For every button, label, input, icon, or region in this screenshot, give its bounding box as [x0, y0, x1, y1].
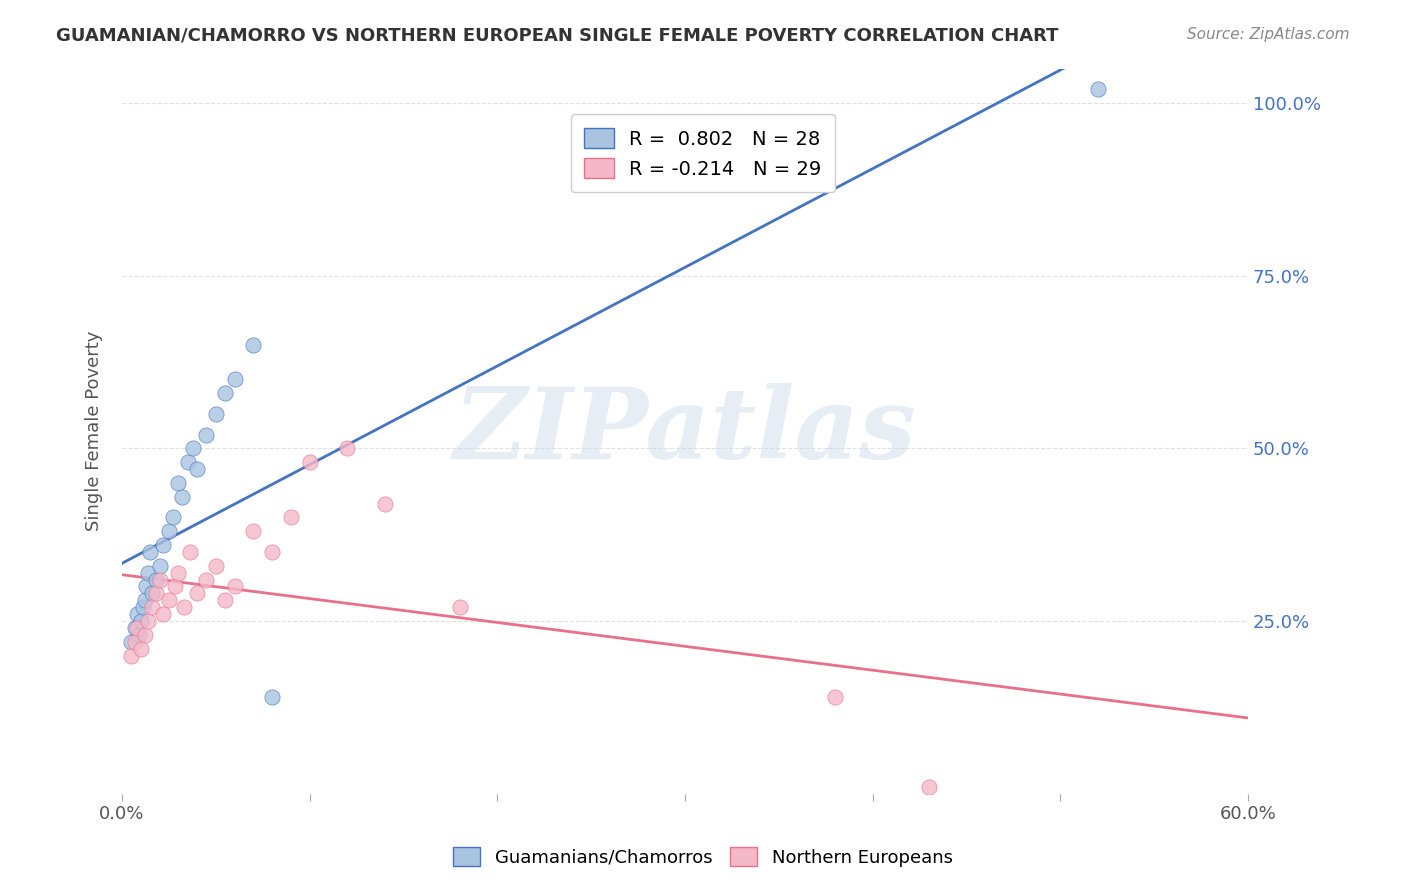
Point: [124, 634, 146, 648]
Legend: R =  0.802   N = 28, R = -0.214   N = 29: R = 0.802 N = 28, R = -0.214 N = 29: [571, 114, 835, 193]
Point: [173, 600, 195, 615]
Point: [205, 407, 228, 421]
Point: [167, 566, 190, 580]
Point: [134, 593, 156, 607]
Point: [374, 497, 396, 511]
Point: [152, 607, 174, 621]
Point: [163, 579, 186, 593]
Point: [148, 573, 170, 587]
Point: [131, 600, 153, 615]
Point: [1087, 82, 1109, 96]
Point: [136, 614, 159, 628]
Point: [262, 690, 284, 704]
Point: [152, 538, 174, 552]
Point: [242, 524, 264, 539]
Point: [141, 600, 163, 615]
Point: [336, 442, 359, 456]
Point: [125, 621, 148, 635]
Point: [824, 690, 846, 704]
Point: [186, 586, 208, 600]
Legend: Guamanians/Chamorros, Northern Europeans: Guamanians/Chamorros, Northern Europeans: [446, 840, 960, 874]
Point: [124, 621, 146, 635]
Point: [186, 462, 208, 476]
Text: ZIPatlas: ZIPatlas: [454, 383, 917, 479]
Point: [120, 648, 142, 663]
Text: Source: ZipAtlas.com: Source: ZipAtlas.com: [1187, 27, 1350, 42]
Point: [177, 455, 200, 469]
Point: [280, 510, 302, 524]
Point: [129, 614, 152, 628]
Text: GUAMANIAN/CHAMORRO VS NORTHERN EUROPEAN SINGLE FEMALE POVERTY CORRELATION CHART: GUAMANIAN/CHAMORRO VS NORTHERN EUROPEAN …: [56, 27, 1059, 45]
Point: [145, 573, 167, 587]
Point: [157, 524, 180, 539]
Point: [172, 490, 194, 504]
Point: [120, 634, 142, 648]
Point: [214, 386, 236, 401]
Point: [179, 545, 201, 559]
Point: [224, 372, 246, 386]
Point: [195, 427, 218, 442]
Point: [148, 558, 170, 573]
Point: [162, 510, 184, 524]
Point: [141, 586, 163, 600]
Point: [135, 579, 157, 593]
Point: [918, 780, 941, 794]
Point: [167, 475, 190, 490]
Point: [449, 600, 471, 615]
Point: [139, 545, 162, 559]
Point: [134, 628, 156, 642]
Point: [242, 338, 264, 352]
Point: [262, 545, 284, 559]
Point: [205, 558, 228, 573]
Point: [224, 579, 246, 593]
Point: [157, 593, 180, 607]
Point: [298, 455, 321, 469]
Point: [195, 573, 218, 587]
Point: [214, 593, 236, 607]
Point: [125, 607, 148, 621]
Point: [145, 586, 167, 600]
Point: [183, 442, 205, 456]
Point: [136, 566, 159, 580]
Point: [129, 641, 152, 656]
Point: [128, 628, 150, 642]
Y-axis label: Single Female Poverty: Single Female Poverty: [86, 331, 103, 532]
